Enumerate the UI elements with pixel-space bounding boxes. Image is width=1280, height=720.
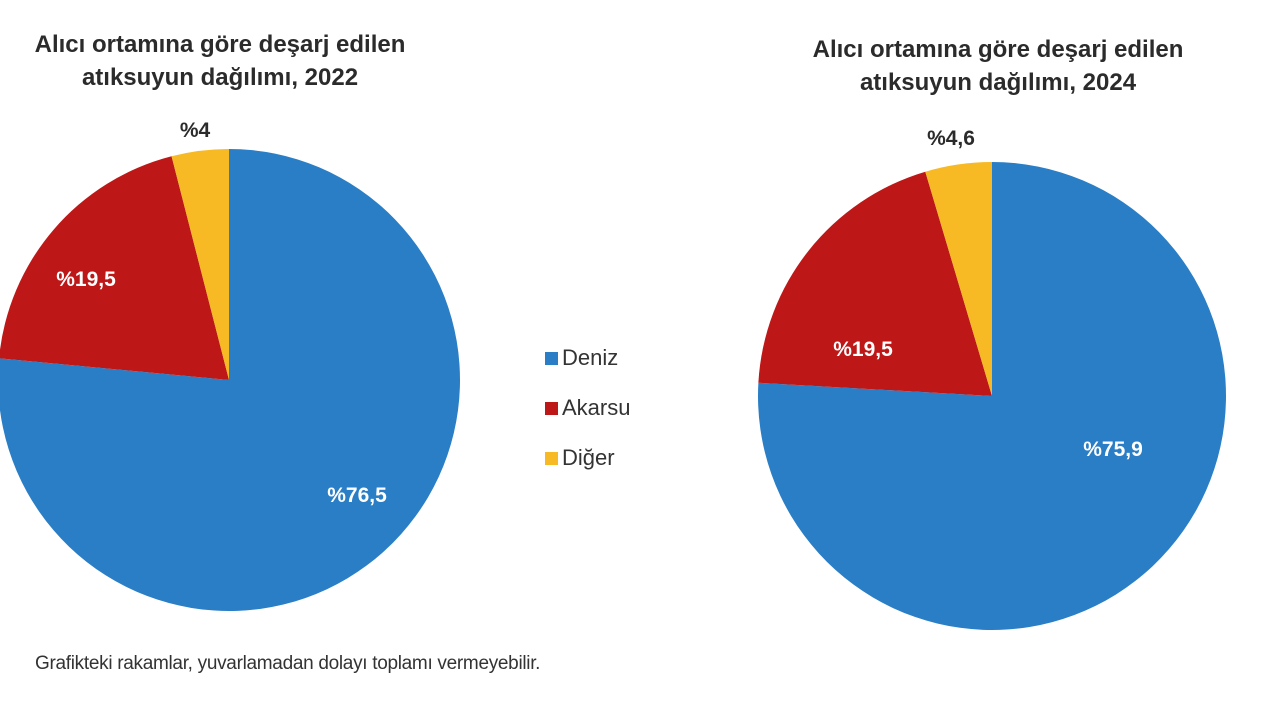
- pie-slice-akarsu: [0, 156, 229, 380]
- chart-title-2024-line1: Alıcı ortamına göre deşarj edilen: [812, 36, 1184, 63]
- label-2022-diger: %4: [180, 119, 211, 142]
- pie-slice-akarsu: [758, 171, 992, 396]
- legend-item-diger: Diğer: [545, 433, 630, 483]
- label-2024-deniz: %75,9: [1083, 438, 1143, 461]
- chart-title-2022: Alıcı ortamına göre deşarj edilen atıksu…: [0, 28, 470, 94]
- pie-slice-deniz: [758, 162, 1226, 630]
- label-2024-diger: %4,6: [927, 127, 975, 150]
- pie-slice-deniz: [0, 149, 460, 611]
- pie-slice-diger: [925, 162, 992, 396]
- chart-title-2022-line1: Alıcı ortamına göre deşarj edilen: [34, 31, 406, 58]
- chart-title-2024-line2: atıksuyun dağılımı, 2024: [859, 69, 1137, 96]
- legend-item-deniz: Deniz: [545, 333, 630, 383]
- legend-label-deniz: Deniz: [562, 345, 619, 370]
- label-2022-akarsu: %19,5: [56, 268, 116, 291]
- legend-swatch-deniz: [545, 351, 558, 365]
- legend-label-diger: Diğer: [562, 445, 615, 470]
- chart-title-2024: Alıcı ortamına göre deşarj edilen atıksu…: [748, 33, 1248, 99]
- legend: Deniz Akarsu Diğer: [545, 333, 630, 483]
- label-2024-akarsu: %19,5: [833, 338, 893, 361]
- label-2022-deniz: %76,5: [327, 484, 387, 507]
- legend-swatch-diger: [545, 451, 558, 465]
- legend-label-akarsu: Akarsu: [562, 395, 631, 420]
- chart-title-2022-line2: atıksuyun dağılımı, 2022: [81, 64, 359, 91]
- footnote: Grafikteki rakamlar, yuvarlamadan dolayı…: [35, 653, 541, 674]
- pie-chart-2022: [0, 149, 460, 611]
- pie-chart-2024: [758, 162, 1226, 630]
- pie-slice-diger: [171, 149, 229, 380]
- legend-swatch-akarsu: [545, 401, 558, 415]
- legend-item-akarsu: Akarsu: [545, 383, 630, 433]
